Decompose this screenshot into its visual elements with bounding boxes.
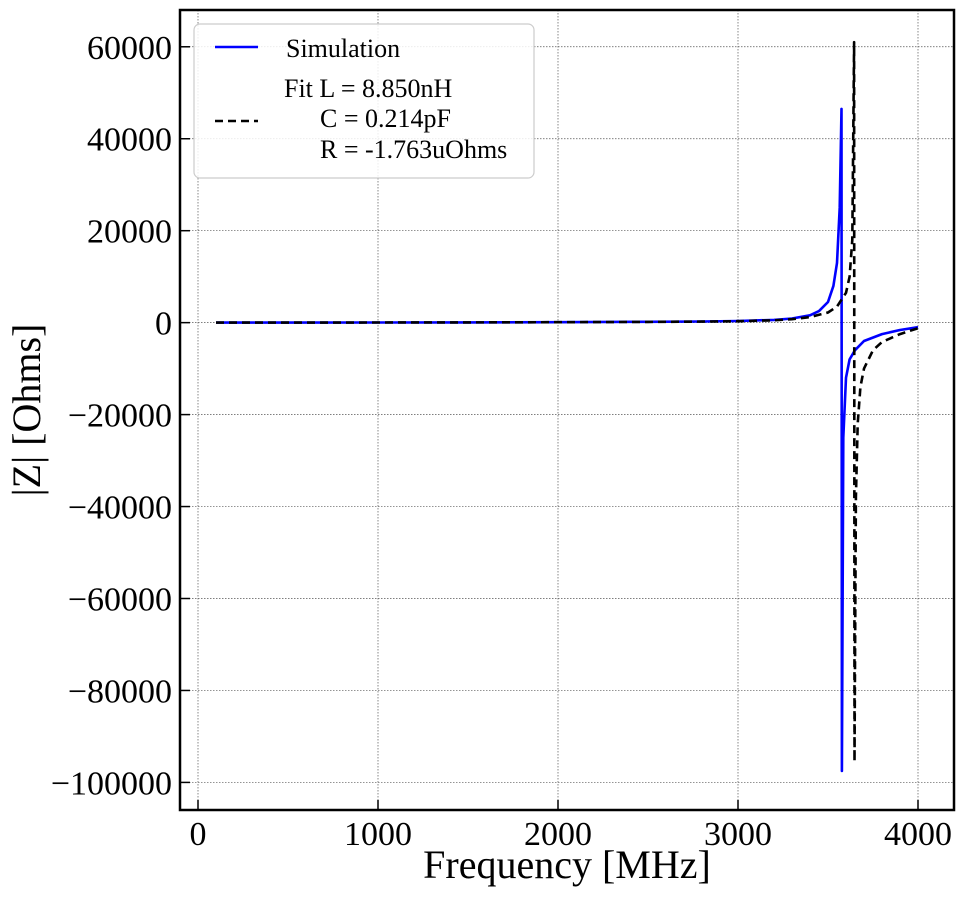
y-tick-label: −80000 [68,673,172,710]
y-tick-label: −100000 [51,765,172,802]
y-axis-title: |Z| [Ohms] [4,324,49,497]
y-tick-label: −40000 [68,490,172,527]
legend-fit-label-line: C = 0.214pF [320,104,451,133]
ticks: 0 1000 2000 3000 4000 60000 40000 20000 0 −20000 −… [51,30,952,853]
y-tick-label: −60000 [68,582,172,619]
plot-frame [178,8,956,812]
legend-box [193,23,535,179]
x-tick-label: 1000 [344,816,412,853]
x-tick-label: 4000 [884,816,952,853]
legend-fit-label-line: R = -1.763uOhms [320,135,507,164]
series-layer [216,40,919,773]
x-axis-title: Frequency [MHz] [423,842,711,887]
fit-series-line [216,40,919,763]
y-tick-label: −20000 [68,398,172,435]
x-tick-label: 3000 [704,816,772,853]
x-tick-label: 0 [190,816,207,853]
y-tick-label: 60000 [87,30,172,67]
y-tick-label: 40000 [87,122,172,159]
legend-fit-label-line: Fit L = 8.850nH [284,74,452,103]
y-tick-label: 20000 [87,214,172,251]
y-tick-label: 0 [155,306,172,343]
legend-simulation-label: Simulation [286,34,400,63]
x-tick-label: 2000 [524,816,592,853]
